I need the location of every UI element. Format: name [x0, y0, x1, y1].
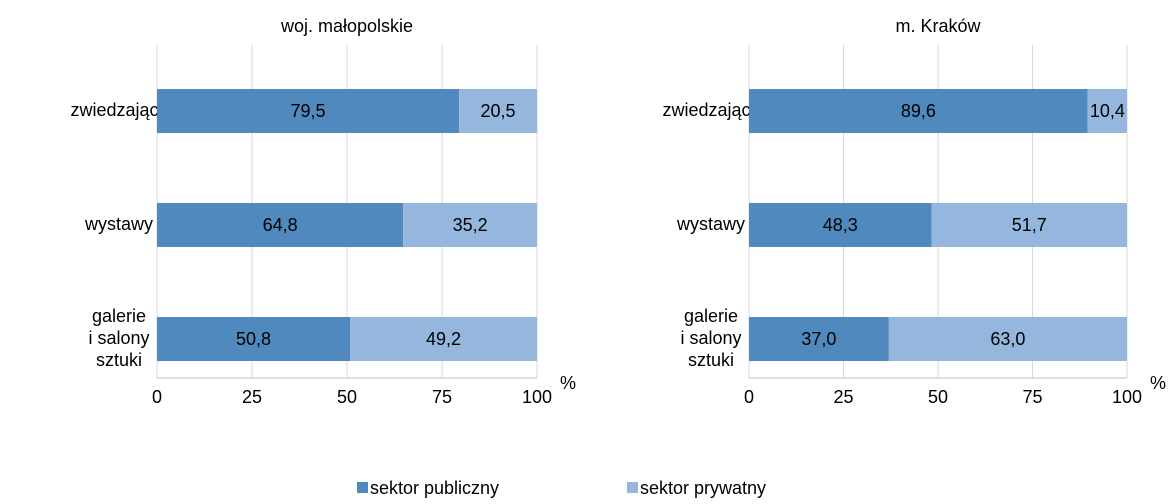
x-tick-label: 100	[522, 387, 552, 407]
value-label: 48,3	[823, 215, 858, 235]
x-tick-label: 100	[1112, 387, 1142, 407]
bar-segment	[749, 317, 889, 361]
bar-segment	[749, 203, 932, 247]
value-label: 10,4	[1090, 101, 1125, 121]
bar-segment	[403, 203, 537, 247]
legend-label: sektor publiczny	[370, 478, 499, 498]
bar-segment	[1087, 89, 1127, 133]
chart-title: m. Kraków	[895, 16, 981, 36]
x-tick-label: 0	[152, 387, 162, 407]
x-tick-label: 50	[337, 387, 357, 407]
value-label: 49,2	[426, 329, 461, 349]
x-axis-label: %	[1150, 373, 1166, 393]
bar-segment	[459, 89, 537, 133]
legend-label: sektor prywatny	[640, 478, 766, 498]
y-tick-label: galerie i salony sztuki	[680, 306, 741, 370]
x-tick-label: 75	[432, 387, 452, 407]
bar-segment	[749, 89, 1088, 133]
value-label: 50,8	[236, 329, 271, 349]
bar-segment	[888, 317, 1127, 361]
value-label: 63,0	[990, 329, 1025, 349]
value-label: 20,5	[481, 101, 516, 121]
y-tick-label: wystawy	[676, 214, 745, 234]
x-tick-label: 25	[833, 387, 853, 407]
value-label: 37,0	[801, 329, 836, 349]
y-tick-label: wystawy	[84, 214, 153, 234]
value-label: 64,8	[263, 215, 298, 235]
x-tick-label: 25	[242, 387, 262, 407]
bar-segment	[157, 317, 351, 361]
bar-segment	[931, 203, 1127, 247]
bar-segment	[157, 203, 404, 247]
bar-segment	[157, 89, 460, 133]
value-label: 51,7	[1012, 215, 1047, 235]
value-label: 79,5	[291, 101, 326, 121]
y-tick-label: zwiedzający	[662, 100, 759, 120]
chart-title: woj. małopolskie	[280, 16, 413, 36]
bar-segment	[350, 317, 537, 361]
legend-swatch	[627, 482, 638, 493]
value-label: 35,2	[453, 215, 488, 235]
x-axis-label: %	[560, 373, 576, 393]
legend-swatch	[357, 482, 368, 493]
x-tick-label: 50	[928, 387, 948, 407]
value-label: 89,6	[901, 101, 936, 121]
y-tick-label: galerie i salony sztuki	[88, 306, 149, 370]
x-tick-label: 0	[744, 387, 754, 407]
y-tick-label: zwiedzający	[70, 100, 167, 120]
x-tick-label: 75	[1022, 387, 1042, 407]
